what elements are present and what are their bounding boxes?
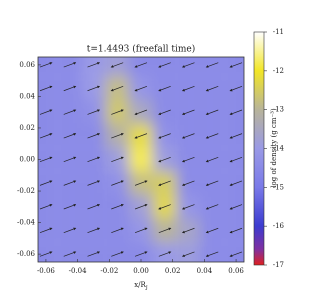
x-tick-label: 0.04 — [197, 267, 213, 275]
colorbar-tick-label: -17 — [273, 261, 284, 269]
density-cells — [14, 33, 268, 286]
x-label-main: x/R — [134, 281, 146, 289]
density-cell — [153, 33, 177, 77]
density-cell — [105, 33, 129, 77]
density-cell — [14, 33, 58, 77]
x-tick-label: 0.00 — [133, 267, 149, 275]
density-cell — [177, 242, 201, 286]
density-cell — [58, 242, 82, 286]
x-axis-label: x/RJ — [134, 281, 148, 291]
chart: t=1.4493 (freefall time) x/RJ log of den… — [0, 0, 297, 297]
chart-title: t=1.4493 (freefall time) — [87, 44, 196, 55]
density-cell — [177, 33, 201, 77]
density-cell — [14, 242, 58, 286]
x-tick-label: 0.06 — [228, 267, 244, 275]
colorbar — [254, 32, 264, 265]
x-label-sub: J — [145, 285, 148, 291]
colorbar-tick-label: -14 — [273, 145, 285, 153]
density-cell — [14, 100, 58, 124]
y-tick-label: 0.04 — [19, 92, 35, 100]
y-tick-label: -0.06 — [17, 250, 35, 258]
y-tick-label: -0.02 — [17, 187, 35, 195]
density-cell — [153, 242, 177, 286]
colorbar-tick-label: -13 — [273, 106, 284, 114]
y-tick-label: 0.02 — [19, 124, 35, 132]
colorbar-tick-label: -12 — [273, 67, 284, 75]
x-tick-label: -0.04 — [69, 267, 87, 275]
density-cell — [58, 33, 82, 77]
x-tick-label: -0.02 — [100, 267, 118, 275]
x-tick-label: -0.06 — [37, 267, 55, 275]
colorbar-tick-label: -15 — [273, 183, 284, 191]
y-tick-label: 0.00 — [19, 156, 35, 164]
density-cell — [82, 33, 106, 77]
density-cell — [129, 148, 153, 172]
colorbar-tick-label: -11 — [273, 28, 284, 36]
density-cell — [105, 242, 129, 286]
x-tick-label: 0.02 — [165, 267, 181, 275]
density-cell — [200, 33, 224, 77]
density-cell — [14, 195, 58, 219]
y-tick-label: -0.04 — [17, 219, 35, 227]
density-cell — [129, 33, 153, 77]
density-cell — [129, 242, 153, 286]
density-cell — [200, 242, 224, 286]
density-cell — [82, 242, 106, 286]
y-tick-label: 0.06 — [19, 61, 35, 69]
density-field — [14, 33, 268, 286]
colorbar-tick-label: -16 — [273, 222, 285, 230]
